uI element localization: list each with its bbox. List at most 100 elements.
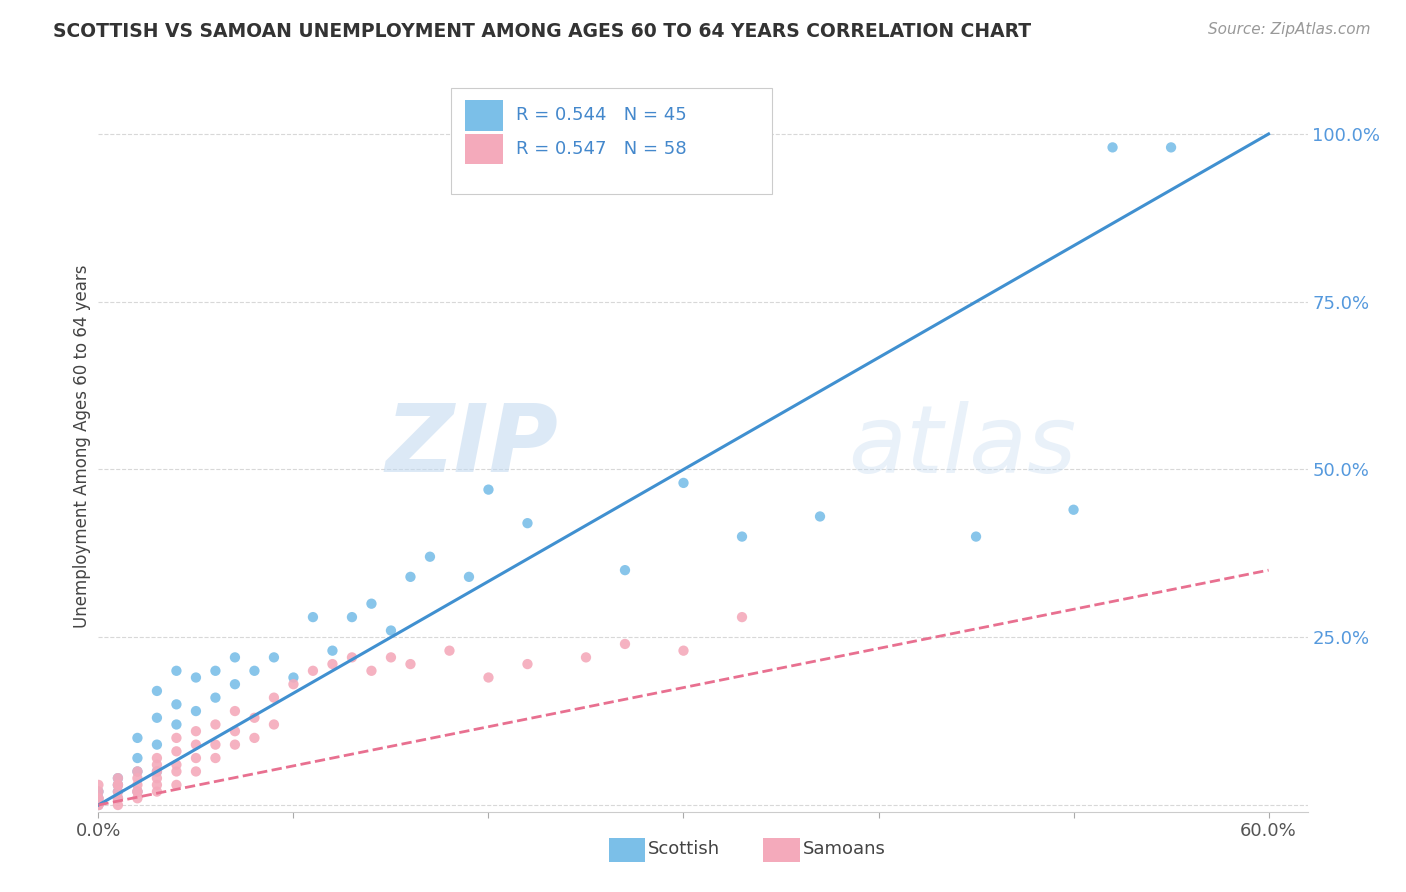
Point <box>1160 140 1182 154</box>
Point <box>146 764 169 779</box>
Point <box>107 791 129 805</box>
Y-axis label: Unemployment Among Ages 60 to 64 years: Unemployment Among Ages 60 to 64 years <box>73 264 91 628</box>
Point <box>243 731 266 745</box>
Point <box>184 751 207 765</box>
Point <box>263 650 285 665</box>
Point <box>107 778 129 792</box>
Point <box>146 764 169 779</box>
Point <box>107 771 129 785</box>
Point <box>399 657 422 671</box>
Point <box>165 664 187 678</box>
Point <box>321 657 343 671</box>
Point <box>107 784 129 798</box>
Text: atlas: atlas <box>848 401 1077 491</box>
Text: Scottish: Scottish <box>648 840 720 858</box>
Point <box>146 757 169 772</box>
Point <box>165 731 187 745</box>
Point <box>399 570 422 584</box>
Point <box>127 764 149 779</box>
Point <box>146 684 169 698</box>
Point <box>614 637 637 651</box>
Point <box>224 738 246 752</box>
Point <box>87 797 110 812</box>
Point <box>165 744 187 758</box>
Text: Samoans: Samoans <box>803 840 886 858</box>
Point <box>87 797 110 812</box>
Point <box>87 784 110 798</box>
Point <box>731 610 754 624</box>
Point <box>1101 140 1123 154</box>
Text: R = 0.547   N = 58: R = 0.547 N = 58 <box>516 140 686 158</box>
Point <box>1063 502 1085 516</box>
Point <box>184 704 207 718</box>
Point <box>107 771 129 785</box>
Text: SCOTTISH VS SAMOAN UNEMPLOYMENT AMONG AGES 60 TO 64 YEARS CORRELATION CHART: SCOTTISH VS SAMOAN UNEMPLOYMENT AMONG AG… <box>53 22 1032 41</box>
Point <box>107 791 129 805</box>
Point <box>380 650 402 665</box>
Point <box>302 610 325 624</box>
Point <box>243 711 266 725</box>
Point <box>360 597 382 611</box>
Point <box>184 724 207 739</box>
Point <box>146 784 169 798</box>
Text: R = 0.544   N = 45: R = 0.544 N = 45 <box>516 106 686 124</box>
Point <box>87 791 110 805</box>
Point <box>419 549 441 564</box>
Point <box>477 671 499 685</box>
Point <box>184 671 207 685</box>
Point <box>614 563 637 577</box>
Point <box>380 624 402 638</box>
Point <box>204 690 226 705</box>
Point <box>87 797 110 812</box>
Point <box>575 650 598 665</box>
Point <box>184 764 207 779</box>
Point <box>146 711 169 725</box>
Point <box>107 778 129 792</box>
Point <box>165 757 187 772</box>
Point <box>283 671 305 685</box>
Point <box>146 751 169 765</box>
Point <box>87 778 110 792</box>
Point <box>965 530 987 544</box>
Point <box>146 738 169 752</box>
Point <box>204 717 226 731</box>
Point <box>127 731 149 745</box>
Point <box>87 791 110 805</box>
Point <box>224 650 246 665</box>
Point <box>107 791 129 805</box>
Point <box>87 784 110 798</box>
Point <box>107 784 129 798</box>
Point <box>672 475 695 490</box>
Point <box>204 751 226 765</box>
Point <box>340 610 363 624</box>
Point <box>224 677 246 691</box>
Point <box>127 791 149 805</box>
Point <box>165 778 187 792</box>
Point <box>263 717 285 731</box>
Point <box>165 764 187 779</box>
Point <box>146 771 169 785</box>
Text: ZIP: ZIP <box>385 400 558 492</box>
Point <box>127 784 149 798</box>
Point <box>283 677 305 691</box>
Point <box>127 751 149 765</box>
Point <box>107 797 129 812</box>
Point <box>224 704 246 718</box>
Point <box>165 717 187 731</box>
Point <box>516 516 538 531</box>
Point <box>243 664 266 678</box>
Point <box>360 664 382 678</box>
Point <box>731 530 754 544</box>
Point <box>87 791 110 805</box>
Point <box>165 698 187 712</box>
Point <box>516 657 538 671</box>
Point <box>127 784 149 798</box>
FancyBboxPatch shape <box>451 87 772 194</box>
Point <box>321 643 343 657</box>
Point <box>146 778 169 792</box>
FancyBboxPatch shape <box>465 134 503 164</box>
Point <box>184 738 207 752</box>
Point <box>672 643 695 657</box>
FancyBboxPatch shape <box>465 100 503 131</box>
Point <box>458 570 481 584</box>
